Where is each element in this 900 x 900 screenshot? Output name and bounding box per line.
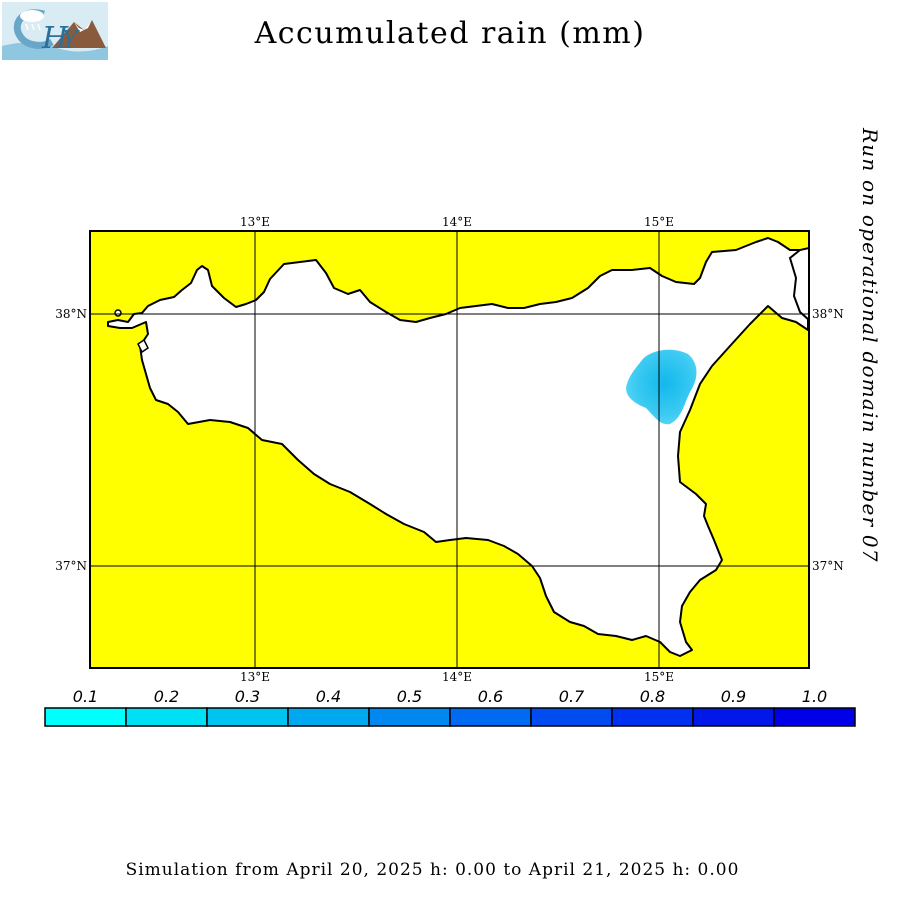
lon-label-bottom: 13°E (240, 670, 270, 684)
lon-label-top: 13°E (240, 215, 270, 229)
legend: 0.1 0.2 0.3 0.4 0.5 0.6 0.7 0.8 0.9 1.0 (44, 687, 856, 727)
svg-text:H: H (41, 21, 69, 56)
legend-swatch (692, 707, 775, 727)
legend-swatch (449, 707, 532, 727)
legend-swatch (611, 707, 694, 727)
svg-text:Y: Y (62, 26, 80, 54)
chym-logo: H Y (2, 2, 108, 60)
legend-swatch (773, 707, 856, 727)
lat-label-left: 38°N (55, 307, 87, 321)
map-frame (89, 230, 810, 669)
calabria-coast (788, 246, 809, 322)
legend-value: 0.3 (235, 687, 260, 706)
legend-swatch (206, 707, 289, 727)
legend-swatch (125, 707, 208, 727)
graticule (90, 231, 809, 668)
legend-value: 0.2 (154, 687, 179, 706)
legend-value: 0.9 (721, 687, 746, 706)
legend-swatch (287, 707, 370, 727)
lon-label-bottom: 14°E (442, 670, 472, 684)
sicily-land (107, 237, 809, 657)
legend-value: 0.1 (73, 687, 98, 706)
lat-label-right: 37°N (812, 559, 844, 573)
legend-value: 0.6 (478, 687, 503, 706)
domain-label: Run on operational domain number 07 (858, 128, 882, 563)
lon-label-top: 15°E (644, 215, 674, 229)
legend-swatch (368, 707, 451, 727)
legend-swatch (530, 707, 613, 727)
lat-label-left: 37°N (55, 559, 87, 573)
legend-value: 0.5 (397, 687, 422, 706)
page-title: Accumulated rain (mm) (254, 16, 646, 51)
lat-label-right: 38°N (812, 307, 844, 321)
simulation-period: Simulation from April 20, 2025 h: 0.00 t… (125, 860, 740, 880)
legend-value: 0.4 (316, 687, 341, 706)
lon-label-top: 14°E (442, 215, 472, 229)
legend-value: 0.8 (640, 687, 665, 706)
rain-area-etna (626, 349, 697, 425)
legend-swatch (44, 707, 127, 727)
legend-value: 1.0 (802, 687, 827, 706)
legend-value: 0.7 (559, 687, 585, 706)
island-marker (137, 338, 149, 354)
lon-label-bottom: 15°E (644, 670, 674, 684)
island-marker (114, 309, 122, 317)
